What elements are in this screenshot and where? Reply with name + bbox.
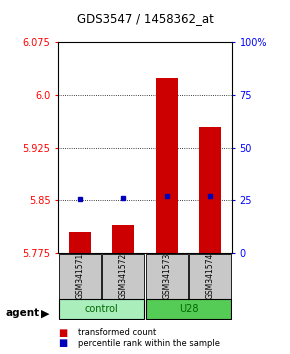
Text: U28: U28 (179, 304, 198, 314)
Bar (146, 299, 231, 320)
Bar (156, 78, 177, 253)
Bar (59, 253, 101, 299)
Text: GSM341574: GSM341574 (206, 253, 215, 299)
Bar (59, 299, 144, 320)
Bar (102, 253, 144, 299)
Text: agent: agent (6, 308, 40, 318)
Text: GSM341571: GSM341571 (75, 253, 84, 299)
Text: GDS3547 / 1458362_at: GDS3547 / 1458362_at (77, 12, 213, 25)
Text: control: control (85, 304, 118, 314)
Text: GSM341573: GSM341573 (162, 253, 171, 299)
Bar (189, 253, 231, 299)
Text: ▶: ▶ (41, 308, 49, 318)
Text: GSM341572: GSM341572 (119, 253, 128, 299)
Text: ■: ■ (58, 338, 67, 348)
Bar (146, 253, 188, 299)
Bar (113, 225, 134, 253)
Text: transformed count: transformed count (78, 328, 157, 337)
Bar (69, 232, 90, 253)
Bar (200, 127, 221, 253)
Text: percentile rank within the sample: percentile rank within the sample (78, 339, 220, 348)
Text: ■: ■ (58, 328, 67, 338)
